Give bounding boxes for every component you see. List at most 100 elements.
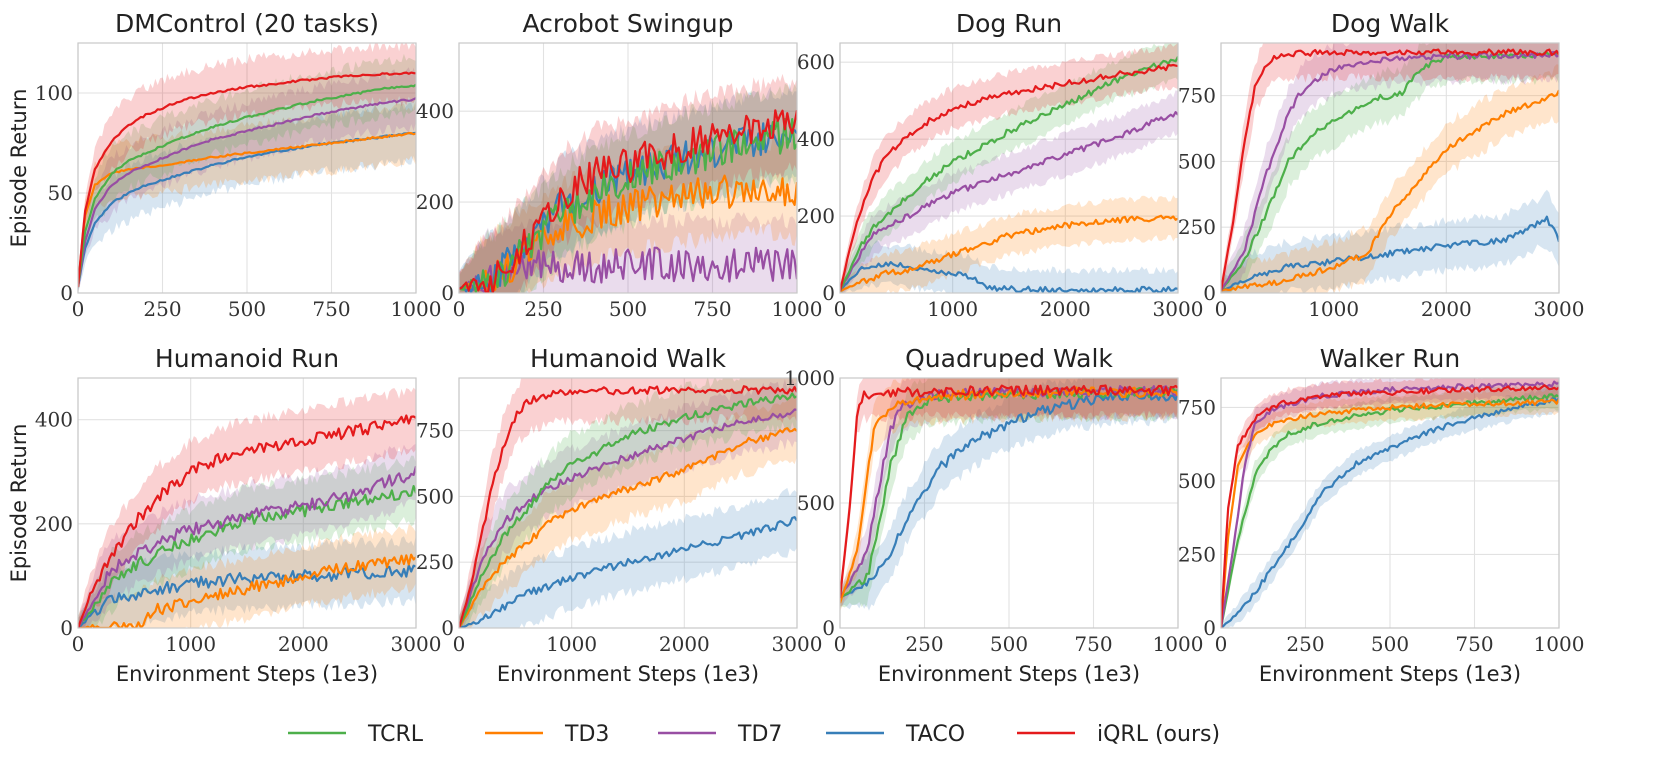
series-lines: [459, 109, 797, 293]
band-taco: [1221, 384, 1559, 628]
band-iqrl: [1221, 43, 1559, 293]
legend-item-tcrl: TCRL: [288, 722, 424, 747]
panel-quadruped-walk: Quadruped Walk 0 250 500 750 1000 0 500 1000 Envi…: [784, 344, 1203, 686]
chart-title: Quadruped Walk: [905, 344, 1113, 373]
x-tick-label: 3000: [772, 632, 823, 656]
band-td3: [78, 100, 416, 293]
x-tick-label: 3000: [1534, 297, 1585, 321]
band-iqrl: [459, 378, 797, 628]
x-tick-label: 0: [1215, 632, 1228, 656]
panel-dog-run: Dog Run 0 1000 2000 3000 0 200 400 600: [797, 9, 1204, 321]
panel-acrobot-swingup: Acrobot Swingup 0 250 500 750 1000 0 200 400: [416, 9, 823, 321]
y-tick-label: 400: [797, 127, 835, 151]
x-tick-label: 2000: [278, 632, 329, 656]
line-tcrl: [459, 392, 797, 628]
y-tick-label: 0: [822, 616, 835, 640]
band-taco: [78, 534, 416, 628]
x-tick-label: 0: [453, 297, 466, 321]
confidence-bands: [78, 387, 416, 628]
chart-title: Dog Walk: [1331, 9, 1450, 38]
y-axis-label: Episode Return: [7, 424, 31, 583]
chart-title: Acrobot Swingup: [522, 9, 733, 38]
band-taco: [840, 240, 1178, 293]
x-axis-label: Environment Steps (1e3): [878, 662, 1140, 686]
band-td7: [78, 67, 416, 293]
y-tick-label: 200: [416, 190, 454, 214]
chart-title: Humanoid Run: [155, 344, 339, 373]
x-tick-label: 250: [524, 297, 562, 321]
plot-frame: [458, 42, 798, 294]
line-iqrl: [459, 385, 797, 628]
y-tick-label: 0: [822, 281, 835, 305]
line-td7: [78, 97, 416, 288]
band-td7: [840, 90, 1178, 293]
y-tick-label: 500: [797, 491, 835, 515]
legend-label: TD3: [564, 722, 609, 747]
chart-title: Humanoid Walk: [530, 344, 727, 373]
x-tick-label: 2000: [659, 632, 710, 656]
x-tick-label: 750: [693, 297, 731, 321]
legend-item-iqrl: iQRL (ours): [1017, 722, 1220, 747]
x-axis-label: Environment Steps (1e3): [1259, 662, 1521, 686]
y-axis-label: Episode Return: [7, 89, 31, 248]
x-tick-label: 0: [72, 297, 85, 321]
band-td3: [1221, 387, 1559, 628]
x-tick-label: 250: [905, 632, 943, 656]
line-taco: [840, 261, 1178, 293]
series-lines: [78, 414, 416, 628]
x-tick-label: 250: [1286, 632, 1324, 656]
x-tick-label: 1000: [1153, 632, 1204, 656]
line-td3: [840, 214, 1178, 293]
legend-label: TCRL: [367, 722, 424, 747]
x-tick-label: 1000: [1534, 632, 1585, 656]
y-tick-label: 500: [416, 484, 454, 508]
x-tick-label: 0: [834, 632, 847, 656]
line-td3: [1221, 398, 1559, 628]
line-td7: [78, 466, 416, 628]
x-axis-label: Environment Steps (1e3): [497, 662, 759, 686]
y-tick-label: 500: [1178, 469, 1216, 493]
x-tick-label: 500: [1371, 632, 1409, 656]
legend-item-taco: TACO: [826, 722, 965, 747]
plot-frame: [458, 377, 798, 629]
band-td3: [1221, 64, 1559, 293]
y-tick-label: 0: [60, 616, 73, 640]
x-tick-label: 3000: [1153, 297, 1204, 321]
plot-frame: [839, 42, 1179, 294]
chart-title: Dog Run: [956, 9, 1062, 38]
chart-title: Walker Run: [1320, 344, 1461, 373]
y-tick-label: 250: [1178, 542, 1216, 566]
y-tick-label: 500: [1178, 149, 1216, 173]
band-td3: [78, 524, 416, 628]
panels: DMControl (20 tasks)0 250 500 750 1000050100…: [7, 9, 1584, 686]
x-tick-label: 750: [1455, 632, 1493, 656]
band-td7: [78, 443, 416, 628]
x-tick-label: 1000: [1308, 297, 1359, 321]
x-tick-label: 0: [1215, 297, 1228, 321]
band-tcrl: [1221, 43, 1559, 293]
x-tick-label: 0: [72, 632, 85, 656]
series-lines: [1221, 380, 1559, 628]
band-td3: [840, 378, 1178, 612]
line-taco: [1221, 396, 1559, 628]
band-iqrl: [78, 387, 416, 628]
y-tick-label: 0: [1203, 616, 1216, 640]
plot-frame: [1220, 377, 1560, 629]
line-iqrl: [1221, 48, 1559, 291]
chart-title: DMControl (20 tasks): [115, 9, 379, 38]
x-tick-label: 1000: [772, 297, 823, 321]
line-taco: [1221, 215, 1559, 292]
x-tick-label: 750: [312, 297, 350, 321]
y-tick-label: 1000: [784, 366, 835, 390]
panel-dog-walk: Dog Walk 0 1000 2000 3000 0 250 500 750: [1178, 9, 1585, 321]
plot-frame: [77, 42, 417, 294]
panel-humanoid-run: Humanoid Run 0 1000 2000 3000 0 200 400 Environm…: [7, 344, 441, 686]
band-taco: [1221, 189, 1559, 293]
band-td7: [840, 378, 1178, 606]
line-td7: [1221, 51, 1559, 291]
line-td3: [1221, 89, 1559, 292]
x-tick-label: 1000: [546, 632, 597, 656]
line-td3: [840, 386, 1178, 604]
line-iqrl: [78, 71, 416, 288]
